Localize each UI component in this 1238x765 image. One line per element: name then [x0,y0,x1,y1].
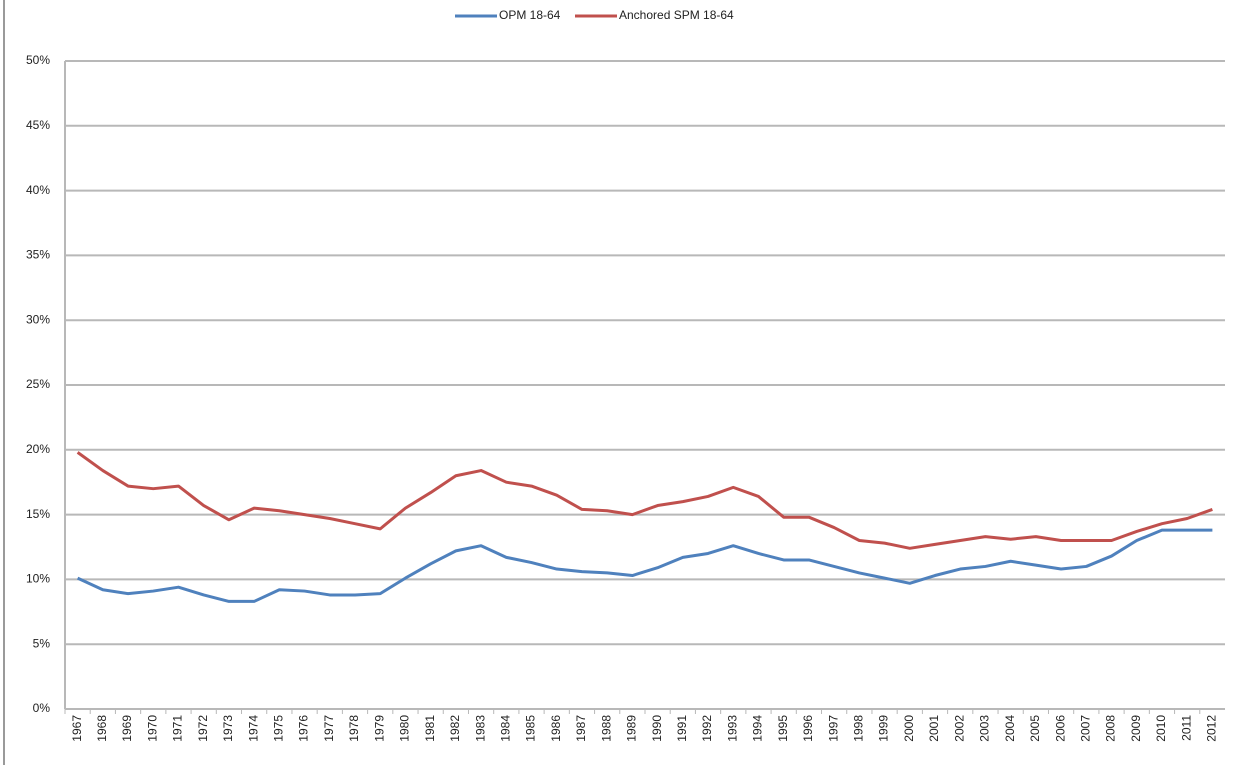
x-tick-label: 2012 [1205,715,1219,742]
x-tick-label: 2000 [902,715,916,742]
x-tick-label: 1990 [650,715,664,742]
x-tick-label: 1996 [801,715,815,742]
x-tick-label: 1991 [675,715,689,742]
y-tick-label: 25% [26,377,50,391]
x-tick-label: 1969 [120,715,134,742]
x-tick-label: 1967 [70,715,84,742]
x-tick-label: 2005 [1028,715,1042,742]
x-tick-label: 1985 [524,715,538,742]
x-tick-label: 1994 [751,715,765,742]
y-tick-label: 30% [26,312,50,326]
x-tick-label: 1976 [297,715,311,742]
y-tick-label: 5% [33,636,51,650]
x-tick-label: 1984 [498,715,512,742]
x-tick-label: 1999 [877,715,891,742]
x-tick-label: 1970 [145,715,159,742]
y-tick-label: 40% [26,183,50,197]
x-tick-label: 1987 [574,715,588,742]
legend-label: OPM 18-64 [499,8,561,22]
x-tick-label: 2011 [1179,715,1193,741]
x-tick-label: 2008 [1104,715,1118,742]
y-tick-label: 10% [26,572,50,586]
y-tick-label: 45% [26,118,50,132]
x-tick-label: 1977 [322,715,336,742]
x-tick-label: 2010 [1154,715,1168,742]
x-tick-label: 1995 [776,715,790,742]
x-tick-label: 1982 [448,715,462,742]
x-tick-label: 2006 [1053,715,1067,742]
x-tick-label: 2007 [1078,715,1092,742]
x-tick-label: 1993 [725,715,739,742]
x-tick-label: 1997 [826,715,840,742]
x-tick-label: 2003 [978,715,992,742]
x-tick-label: 1981 [423,715,437,742]
x-tick-label: 1968 [95,715,109,742]
x-tick-label: 2009 [1129,715,1143,742]
x-tick-label: 1972 [196,715,210,742]
x-tick-label: 1986 [549,715,563,742]
y-tick-label: 50% [26,53,50,67]
x-tick-label: 1983 [473,715,487,742]
x-tick-label: 1974 [246,715,260,742]
x-tick-label: 2004 [1003,715,1017,742]
x-tick-label: 1979 [372,715,386,742]
series-line [76,451,1213,550]
series-line [76,528,1213,603]
x-tick-label: 2002 [952,715,966,742]
x-tick-label: 1992 [700,715,714,742]
x-tick-label: 1973 [221,715,235,742]
x-tick-label: 1998 [852,715,866,742]
x-tick-label: 1978 [347,715,361,742]
y-tick-label: 0% [33,701,51,715]
x-tick-label: 1971 [171,715,185,742]
legend-label: Anchored SPM 18-64 [619,8,734,22]
x-tick-label: 1980 [398,715,412,742]
x-tick-label: 1975 [272,715,286,742]
y-tick-label: 20% [26,442,50,456]
x-tick-label: 1988 [599,715,613,742]
x-tick-label: 2001 [927,715,941,742]
y-tick-label: 15% [26,507,50,521]
y-tick-label: 35% [26,248,50,262]
x-tick-label: 1989 [625,715,639,742]
